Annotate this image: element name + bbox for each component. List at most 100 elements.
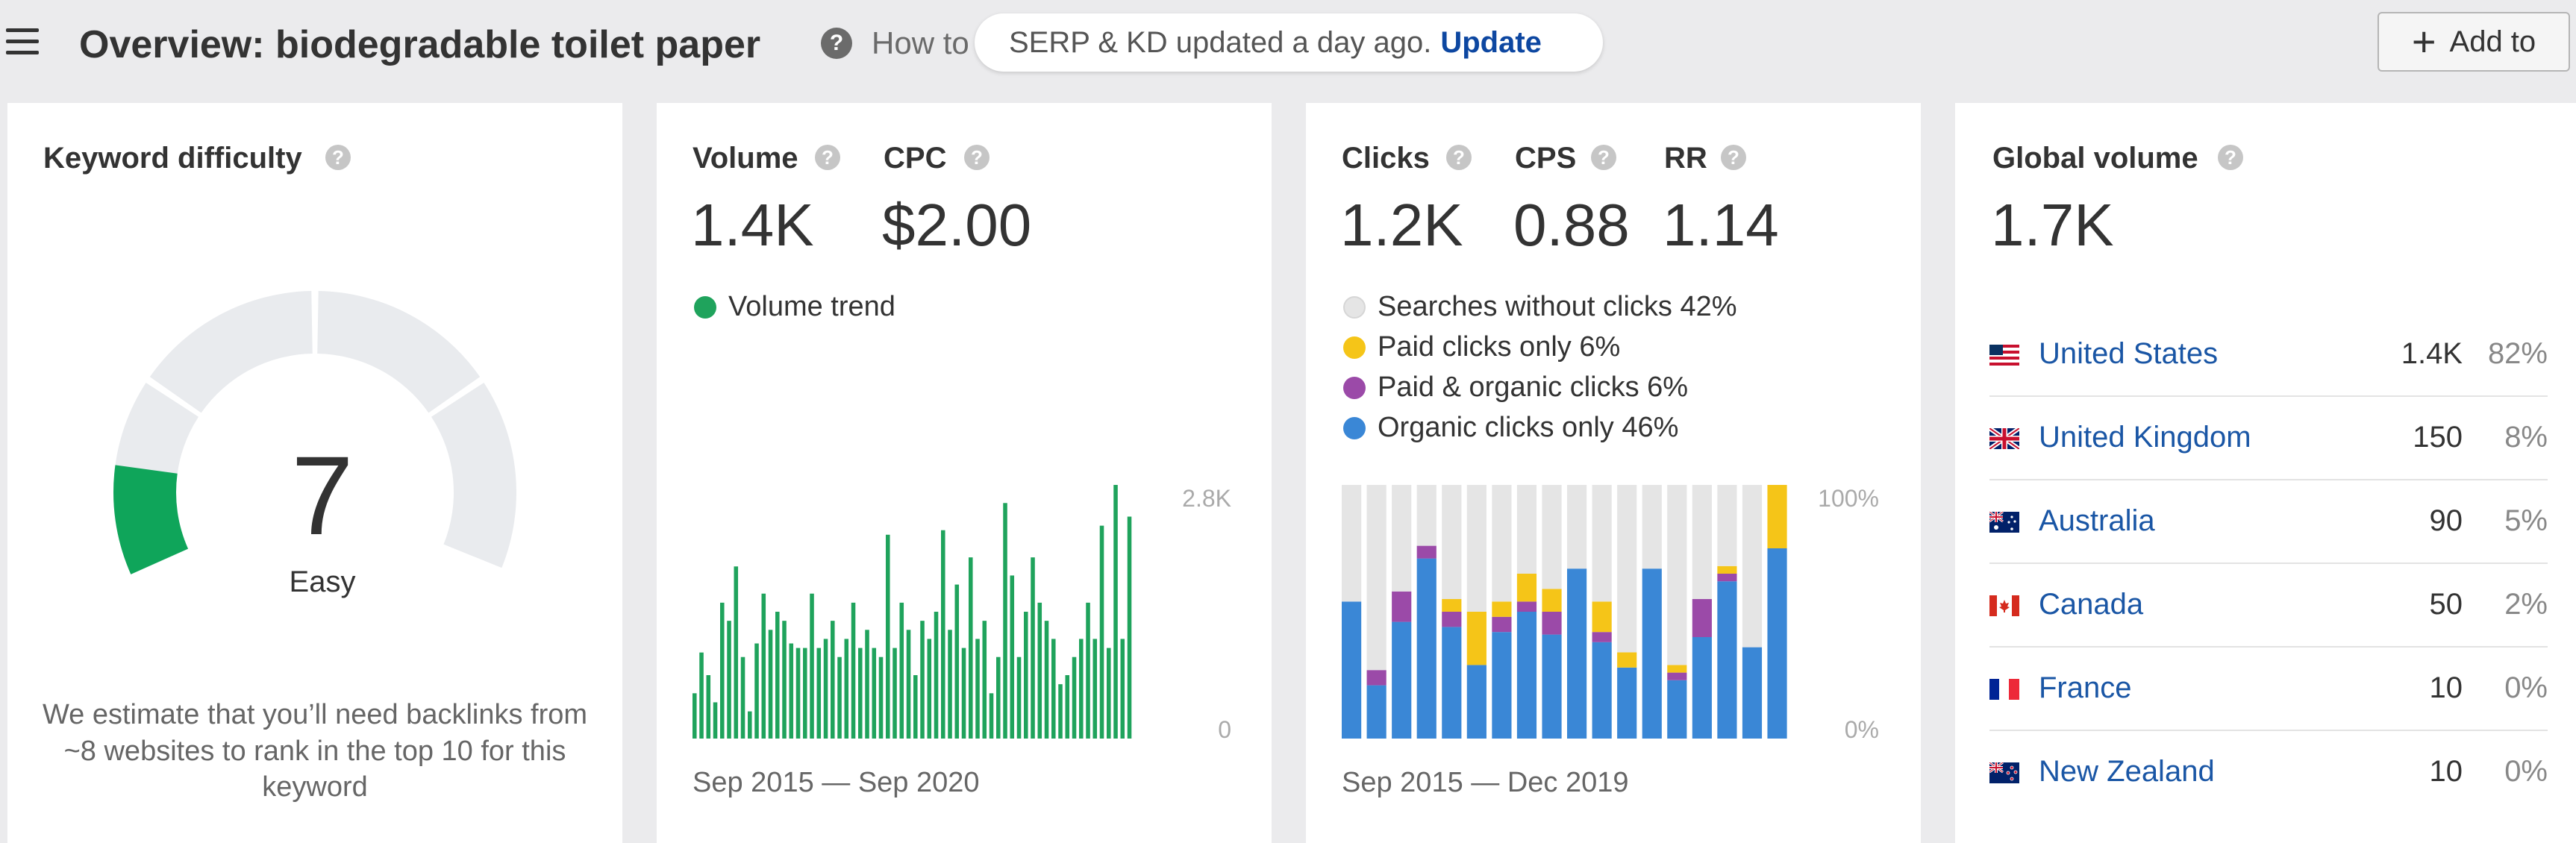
clicks-bar-no-clicks bbox=[1617, 485, 1637, 653]
clicks-bar-no-clicks bbox=[1442, 485, 1462, 599]
country-volume: 50 bbox=[2429, 588, 2463, 621]
clicks-bar-no-clicks bbox=[1592, 485, 1612, 602]
volume-bar bbox=[810, 593, 814, 739]
country-name[interactable]: United States bbox=[2039, 337, 2219, 370]
volume-ytick-min: 0 bbox=[1218, 716, 1231, 743]
country-name[interactable]: New Zealand bbox=[2039, 755, 2215, 788]
volume-bar bbox=[934, 612, 939, 739]
cpc-label: CPC bbox=[884, 142, 947, 175]
volume-ytick-max: 2.8K bbox=[1182, 485, 1231, 512]
rr-help-icon[interactable]: ? bbox=[1721, 145, 1746, 170]
volume-card: Volume ? CPC ? 1.4K $2.00 Volume trend 2… bbox=[657, 103, 1272, 843]
volume-bar bbox=[734, 566, 739, 739]
legend-paid-organic: Paid & organic clicks 6% bbox=[1343, 372, 1688, 404]
volume-bar bbox=[920, 621, 925, 739]
clicks-bar-paid bbox=[1592, 601, 1612, 633]
clicks-bar-organic bbox=[1542, 634, 1562, 739]
volume-bar bbox=[1107, 648, 1111, 739]
add-to-label: Add to bbox=[2449, 25, 2536, 58]
volume-bar bbox=[713, 702, 718, 739]
volume-bar bbox=[913, 675, 918, 739]
rr-value: 1.14 bbox=[1663, 192, 1779, 258]
cps-help-icon[interactable]: ? bbox=[1591, 145, 1616, 170]
clicks-bar-organic bbox=[1492, 632, 1512, 739]
clicks-bar-paid bbox=[1617, 652, 1637, 668]
clicks-bar-paid bbox=[1667, 665, 1687, 673]
country-volume: 10 bbox=[2429, 671, 2463, 704]
gauge-segment-4 bbox=[431, 382, 516, 568]
country-name[interactable]: France bbox=[2039, 671, 2132, 704]
add-to-button[interactable]: + Add to bbox=[2378, 12, 2570, 72]
help-icon[interactable]: ? bbox=[821, 28, 852, 59]
cps-value: 0.88 bbox=[1513, 192, 1630, 258]
clicks-bar-no-clicks bbox=[1416, 485, 1437, 546]
volume-help-icon[interactable]: ? bbox=[815, 145, 840, 170]
clicks-bar-paid-organic bbox=[1717, 574, 1737, 582]
organic-only-dot bbox=[1343, 416, 1366, 439]
clicks-card: Clicks ? CPS ? RR ? 1.2K 0.88 1.14 Searc… bbox=[1306, 103, 1921, 843]
country-name[interactable]: Australia bbox=[2039, 504, 2155, 537]
country-row-us[interactable]: United States 1.4K 82% bbox=[1989, 313, 2548, 397]
update-link[interactable]: Update bbox=[1440, 25, 1542, 59]
clicks-bar-organic bbox=[1717, 581, 1737, 739]
cpc-help-icon[interactable]: ? bbox=[964, 145, 990, 170]
volume-bar bbox=[1092, 639, 1098, 739]
clicks-bar-paid-organic bbox=[1392, 591, 1412, 622]
volume-bar bbox=[775, 612, 780, 739]
country-row-nz[interactable]: New Zealand 10 0% bbox=[1989, 731, 2548, 815]
clicks-bar-paid-organic bbox=[1416, 545, 1437, 559]
country-name[interactable]: Canada bbox=[2039, 588, 2144, 621]
clicks-bar-paid-organic bbox=[1542, 612, 1562, 635]
cpc-value: $2.00 bbox=[882, 192, 1032, 258]
country-row-ca[interactable]: Canada 50 2% bbox=[1989, 564, 2548, 648]
how-to-link[interactable]: How to bbox=[872, 25, 969, 60]
clicks-ytick-min: 0% bbox=[1844, 716, 1879, 743]
clicks-bar-paid bbox=[1542, 589, 1562, 612]
clicks-bar-organic bbox=[1667, 680, 1687, 739]
volume-bar bbox=[693, 693, 697, 739]
volume-bar bbox=[1044, 621, 1049, 739]
clicks-label: Clicks bbox=[1342, 142, 1430, 175]
volume-bar bbox=[954, 584, 960, 739]
gauge-segment-3 bbox=[317, 291, 481, 413]
menu-icon[interactable] bbox=[6, 28, 42, 57]
rr-label: RR bbox=[1664, 142, 1707, 175]
volume-date-range: Sep 2015 — Sep 2020 bbox=[693, 767, 980, 798]
gauge-fill bbox=[113, 465, 189, 574]
clicks-bar-paid-organic bbox=[1516, 601, 1537, 612]
country-name[interactable]: United Kingdom bbox=[2039, 421, 2251, 454]
cps-label: CPS bbox=[1515, 142, 1577, 175]
global-volume-card: Global volume ? 1.7K United States 1.4K … bbox=[1955, 103, 2576, 843]
volume-trend-legend: Volume trend bbox=[694, 291, 895, 323]
volume-bar bbox=[927, 639, 932, 739]
clicks-date-range: Sep 2015 — Dec 2019 bbox=[1342, 767, 1629, 798]
volume-bar bbox=[1024, 612, 1028, 739]
au-flag-icon bbox=[1989, 512, 2019, 533]
volume-bar bbox=[761, 593, 766, 739]
clicks-bar-no-clicks bbox=[1692, 485, 1712, 599]
volume-bar bbox=[996, 656, 1001, 739]
clicks-help-icon[interactable]: ? bbox=[1446, 145, 1472, 170]
volume-bar bbox=[727, 621, 731, 739]
kd-help-icon[interactable]: ? bbox=[325, 145, 351, 170]
volume-bar bbox=[748, 711, 752, 739]
clicks-bar-organic bbox=[1342, 601, 1362, 739]
volume-bar bbox=[975, 639, 980, 739]
country-volume: 90 bbox=[2429, 504, 2463, 537]
global-volume-value: 1.7K bbox=[1991, 192, 2114, 258]
clicks-bar-no-clicks bbox=[1342, 485, 1362, 602]
country-row-uk[interactable]: United Kingdom 150 8% bbox=[1989, 397, 2548, 480]
country-row-au[interactable]: Australia 90 5% bbox=[1989, 480, 2548, 564]
volume-bar bbox=[740, 656, 745, 739]
volume-bar bbox=[844, 639, 849, 739]
country-row-fr[interactable]: France 10 0% bbox=[1989, 648, 2548, 731]
clicks-bar-paid-organic bbox=[1492, 616, 1512, 633]
volume-bar bbox=[1086, 602, 1090, 739]
volume-bar bbox=[699, 652, 704, 739]
clicks-bar-no-clicks bbox=[1717, 485, 1737, 566]
clicks-bar-no-clicks bbox=[1492, 485, 1512, 602]
clicks-bar-no-clicks bbox=[1542, 485, 1562, 589]
volume-bar bbox=[789, 643, 794, 739]
volume-bar bbox=[1058, 684, 1063, 739]
global-volume-help-icon[interactable]: ? bbox=[2218, 145, 2243, 170]
